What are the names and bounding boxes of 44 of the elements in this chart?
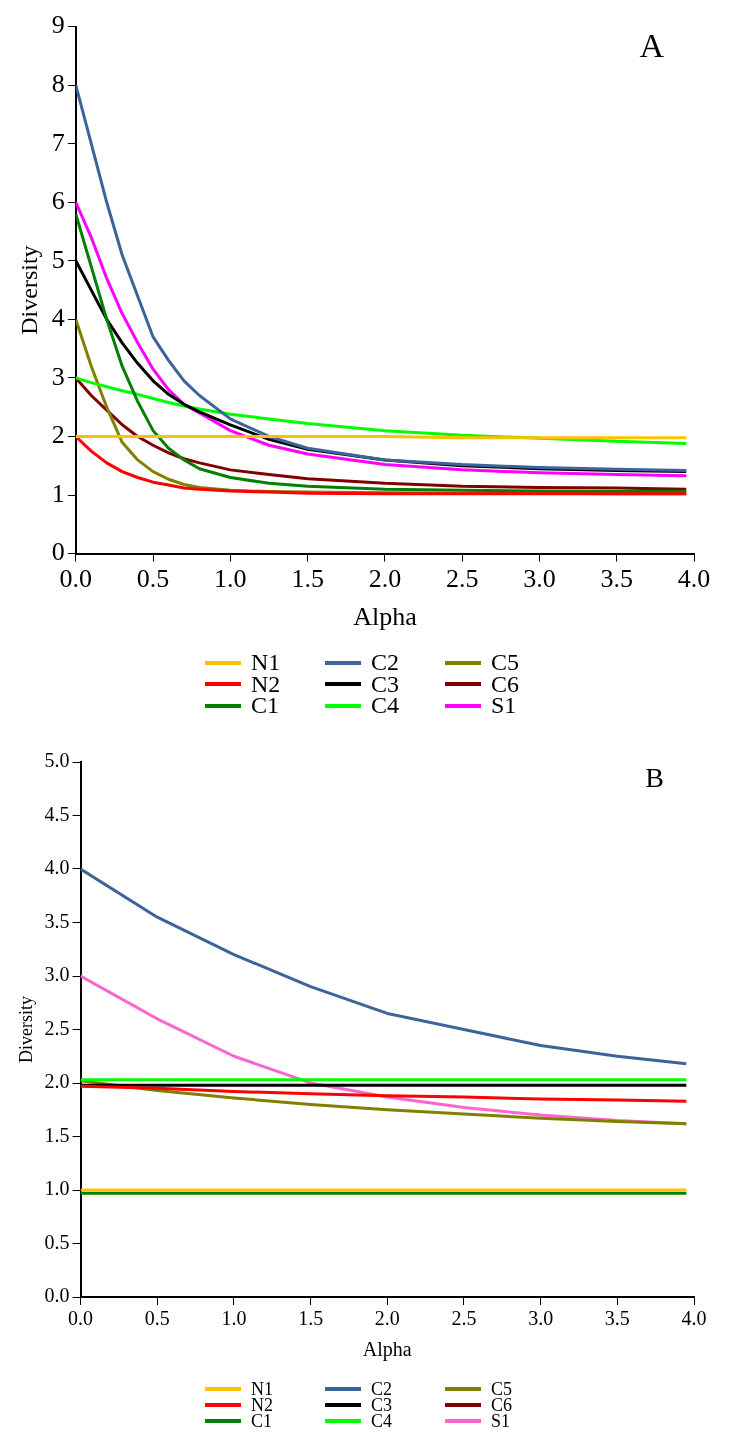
x-tick-label: 1.0 [214, 564, 247, 594]
y-tick-label: 0.0 [44, 1284, 70, 1307]
x-tick-label: 1.0 [221, 1307, 247, 1330]
x-tick-label: 2.0 [374, 1307, 400, 1330]
x-tick-label: 0.5 [144, 1307, 170, 1330]
y-tick-label: 2.0 [44, 1070, 70, 1093]
x-tick-label: 4.0 [677, 564, 711, 594]
y-tick-label: 1 [51, 478, 65, 508]
annotation: B [645, 762, 664, 794]
x-tick-label: 1.5 [298, 1307, 324, 1330]
x-axis-title: Alpha [353, 602, 418, 632]
y-tick-label: 0 [51, 537, 65, 567]
y-tick-label: 4 [51, 303, 65, 333]
y-tick-label: 1.5 [44, 1123, 70, 1146]
x-tick-label: 0.0 [68, 1307, 94, 1330]
x-tick-label: 3.5 [600, 564, 633, 594]
x-tick-label: 3.0 [528, 1307, 554, 1330]
x-tick-label: 1.5 [291, 564, 324, 594]
y-tick-label: 8 [51, 68, 65, 98]
y-tick-label: 5.0 [44, 749, 70, 772]
x-tick-label: 2.5 [445, 564, 479, 594]
y-tick-label: 7 [51, 127, 65, 157]
x-tick-label: 0.5 [136, 564, 170, 594]
y-tick-label: 3.5 [44, 909, 70, 932]
y-tick-label: 5 [51, 244, 65, 274]
x-tick-label: 2.5 [451, 1307, 477, 1330]
x-tick-label: 4.0 [681, 1307, 707, 1330]
y-tick-label: 2 [51, 420, 65, 450]
y-tick-label: 3 [51, 361, 65, 391]
y-tick-label: 1.0 [44, 1177, 70, 1200]
y-axis-title: Diversity [15, 995, 36, 1063]
annotation: A [639, 26, 665, 64]
y-tick-label: 2.5 [44, 1016, 70, 1039]
x-tick-label: 3.5 [604, 1307, 630, 1330]
y-tick-label: 0.5 [44, 1230, 70, 1253]
x-axis-title: Alpha [362, 1338, 412, 1362]
x-tick-label: 2.0 [368, 564, 402, 594]
y-tick-label: 4.0 [44, 856, 70, 879]
x-tick-label: 3.0 [523, 564, 556, 594]
y-tick-label: 3.0 [44, 963, 70, 986]
y-axis-title: Diversity [15, 245, 42, 335]
y-tick-label: 4.5 [44, 802, 70, 825]
y-tick-label: 6 [51, 186, 65, 216]
y-tick-label: 9 [51, 10, 65, 40]
